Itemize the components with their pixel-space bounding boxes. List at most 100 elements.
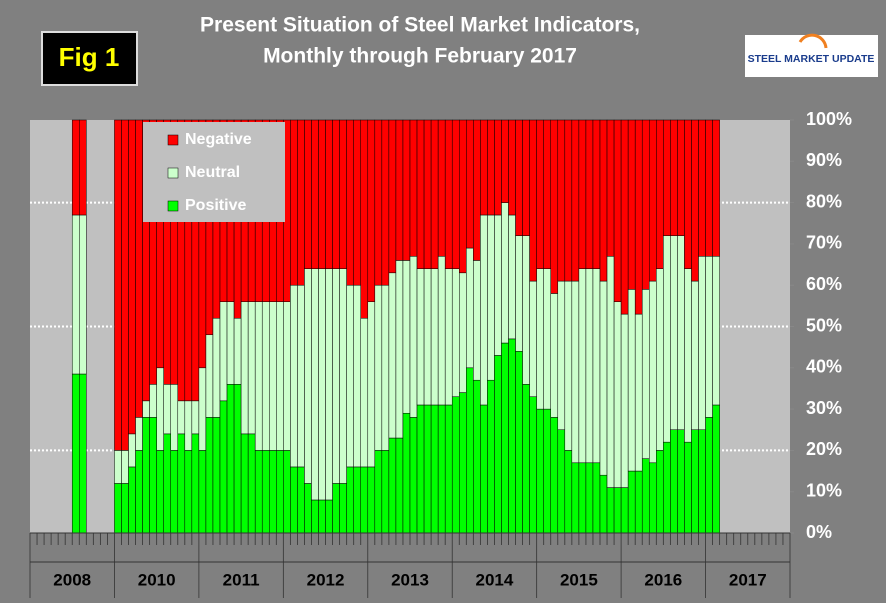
x-group-label: 2015 [560,570,598,589]
bar-segment [620,487,629,534]
bar-segment [416,268,425,406]
chart-title: Monthly through February 2017 [263,45,577,68]
bar-segment [360,466,369,534]
bar-segment [599,119,608,282]
bar-segment [571,119,580,282]
bar-segment [290,466,298,534]
chart-title: Present Situation of Steel Market Indica… [200,14,640,37]
bar-segment [557,280,566,430]
bar-segment [170,384,179,451]
bar-segment [508,214,516,340]
bar-segment [402,119,411,261]
bar-segment [451,396,460,534]
bar-segment [571,280,580,464]
bar-segment [205,417,214,534]
bar-segment [501,342,509,534]
bar-segment [444,268,453,406]
x-group-label: 2011 [223,570,260,589]
bar-segment [191,433,200,534]
bar-segment [409,119,418,257]
bar-segment [212,417,221,534]
y-tick-label: 90% [806,150,842,170]
bar-segment [353,466,361,534]
bar-segment [311,268,319,501]
bar-segment [698,119,706,257]
bar-segment [480,119,488,216]
y-tick-label: 0% [806,522,832,542]
y-tick-label: 100% [806,109,852,129]
bar-segment [599,474,608,534]
bar-segment [163,433,171,534]
bar-segment [416,119,425,269]
bar-segment [620,313,629,488]
bar-segment [698,256,706,431]
y-tick-label: 70% [806,233,842,253]
bar-segment [656,450,664,534]
bar-segment [480,214,488,406]
y-tick-label: 40% [806,357,842,377]
bar-segment [374,119,383,286]
bar-segment [135,450,143,534]
bar-segment [508,119,516,216]
bar-segment [198,367,207,451]
bar-segment [142,417,150,534]
bar-segment [311,119,319,269]
bar-segment [444,119,453,269]
bar-segment [613,301,622,488]
bar-segment [663,119,671,236]
bar-segment [487,379,495,534]
bar-segment [557,119,566,282]
bar-segment [261,450,270,534]
bar-segment [627,119,636,290]
bar-segment [494,119,502,216]
bar-segment [634,119,643,315]
bar-segment [318,499,326,534]
bar-segment [226,301,235,385]
bar-segment [142,400,150,418]
bar-segment [121,450,129,484]
bar-segment [233,384,242,534]
bar-segment [634,470,643,534]
bar-segment [79,214,87,375]
bar-segment [346,284,354,468]
bar-segment [304,268,312,484]
y-tick-label: 50% [806,315,842,335]
bar-segment [71,119,80,216]
bar-segment [698,429,706,534]
bar-segment [149,384,157,418]
x-group-label: 2012 [307,570,345,589]
bar-segment [219,301,228,402]
bar-segment [585,462,594,534]
bar-segment [353,119,361,286]
bar-segment [670,429,678,534]
bar-segment [318,119,326,269]
bar-segment [536,119,544,269]
bar-segment [430,404,439,534]
bar-segment [649,280,657,464]
bar-segment [649,119,657,282]
bar-segment [205,334,214,418]
bar-segment [515,351,523,534]
bar-segment [557,429,566,534]
bar-segment [494,355,502,534]
bar-segment [543,408,551,534]
bar-segment [121,483,129,534]
bar-segment [297,466,305,534]
bar-segment [325,268,333,501]
bar-segment [670,235,678,430]
bar-segment [437,119,446,257]
bar-segment [128,433,136,468]
bar-segment [677,119,685,236]
bar-segment [388,272,397,439]
bar-segment [571,462,580,534]
bar-segment [691,429,699,534]
bar-segment [691,280,699,430]
bar-segment [254,450,263,534]
bar-segment [684,119,692,269]
fig-label: Fig 1 [59,42,120,72]
bar-segment [585,119,594,269]
bar-segment [592,119,601,269]
bar-segment [198,450,207,534]
bar-segment [247,301,256,435]
